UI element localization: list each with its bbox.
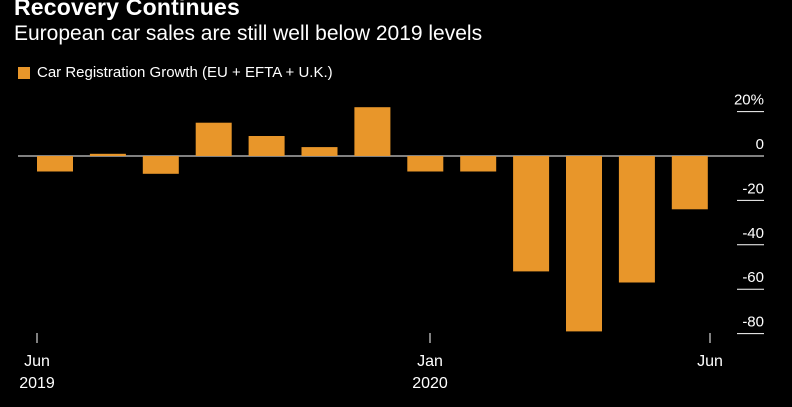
legend: Car Registration Growth (EU + EFTA + U.K… bbox=[18, 64, 333, 81]
bar-jun-2019 bbox=[37, 156, 73, 172]
bar-dec-2019 bbox=[354, 107, 391, 156]
y-tick-label: -40 bbox=[742, 225, 764, 242]
y-tick-label: -20 bbox=[742, 180, 764, 197]
y-tick-label: -60 bbox=[742, 269, 764, 286]
bar-jun-2020 bbox=[671, 156, 708, 210]
y-tick-label: 0 bbox=[756, 136, 764, 153]
x-tick-label: Jun bbox=[24, 353, 50, 370]
chart-title: Recovery Continues bbox=[14, 0, 240, 20]
x-tick-year-label: 2020 bbox=[412, 375, 448, 392]
x-tick-label: Jan bbox=[417, 353, 443, 370]
bar-aug-2019 bbox=[142, 156, 179, 174]
y-tick-label: 20% bbox=[734, 92, 764, 109]
x-tick-label: Jun bbox=[697, 353, 723, 370]
bar-apr-2020 bbox=[566, 156, 602, 332]
bar-nov-2019 bbox=[301, 147, 338, 156]
bar-may-2020 bbox=[618, 156, 655, 283]
y-tick-label: -80 bbox=[742, 314, 764, 331]
legend-swatch bbox=[18, 66, 30, 79]
chart-subtitle: European car sales are still well below … bbox=[14, 22, 483, 45]
x-tick-year-label: 2019 bbox=[19, 375, 55, 392]
bar-sep-2019 bbox=[195, 122, 232, 156]
bar-oct-2019 bbox=[248, 136, 285, 156]
legend-label: Car Registration Growth (EU + EFTA + U.K… bbox=[37, 64, 333, 81]
bar-jan-2020 bbox=[407, 156, 444, 172]
bar-mar-2020 bbox=[513, 156, 550, 272]
bar-feb-2020 bbox=[460, 156, 497, 172]
bar-jul-2019 bbox=[89, 153, 126, 156]
